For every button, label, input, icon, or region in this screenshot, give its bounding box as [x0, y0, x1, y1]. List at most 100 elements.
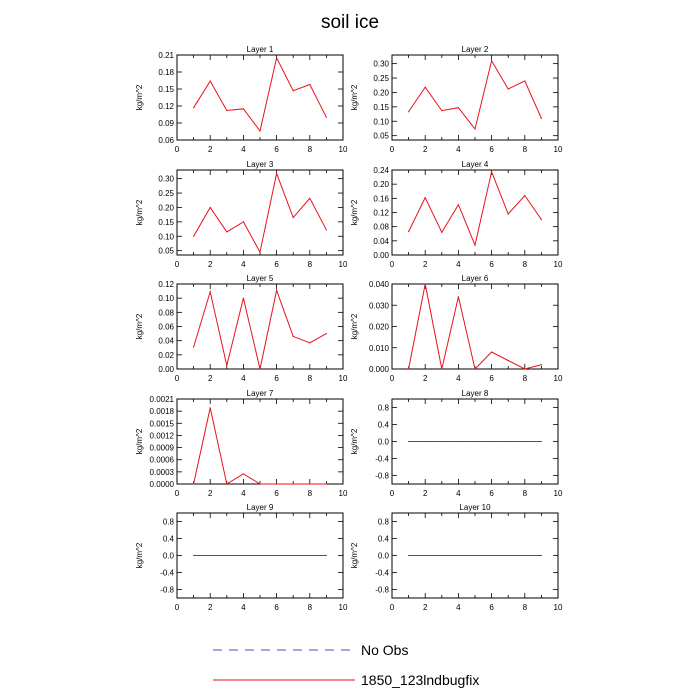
plot-frame — [176, 54, 344, 141]
data-point — [242, 221, 244, 223]
y-tick-label: 0.00 — [373, 251, 389, 260]
y-axis-label: kg/m^2 — [350, 313, 359, 339]
data-point — [259, 251, 261, 253]
data-point — [193, 107, 195, 109]
x-tick-label: 4 — [241, 145, 246, 154]
series-line — [408, 283, 542, 371]
panel-title: Layer 2 — [462, 45, 489, 54]
x-tick-label: 8 — [523, 489, 528, 498]
y-tick-label: 0.15 — [158, 85, 174, 94]
y-tick-label: 0.15 — [158, 218, 174, 227]
x-tick-label: 8 — [308, 145, 313, 154]
data-point — [441, 110, 443, 112]
x-tick-label: 8 — [308, 603, 313, 612]
x-tick-label: 8 — [523, 374, 528, 383]
x-tick-label: 0 — [175, 260, 180, 269]
data-point — [292, 483, 294, 485]
x-tick-label: 2 — [423, 603, 428, 612]
data-point — [474, 128, 476, 130]
plot-frame — [176, 283, 344, 370]
data-point — [276, 172, 278, 175]
data-point — [276, 289, 278, 291]
x-tick-label: 8 — [523, 145, 528, 154]
y-tick-label: 0.10 — [373, 117, 389, 126]
data-point — [524, 554, 526, 557]
data-point — [491, 171, 493, 173]
y-tick-label: 0.10 — [158, 232, 174, 241]
data-point — [441, 440, 443, 443]
x-tick-label: 6 — [274, 260, 279, 269]
panel-layer-9: Layer 9 kg/m^2 0 2 4 6 8 10 -0.8 -0.4 0.0 0.4 0.8 — [135, 503, 348, 612]
panel-title: Layer 6 — [462, 274, 489, 283]
y-tick-label: 0.18 — [158, 68, 174, 77]
panel-layer-8: Layer 8 kg/m^2 0 2 4 6 8 10 -0.8 -0.4 0.0 0.4 0.8 — [350, 389, 563, 498]
data-point — [226, 483, 228, 485]
data-point — [424, 283, 426, 285]
data-point — [408, 231, 410, 233]
data-point — [457, 107, 459, 109]
y-tick-label: 0.010 — [369, 344, 390, 353]
data-point — [226, 231, 228, 233]
data-point — [292, 216, 294, 219]
data-point — [325, 483, 327, 485]
y-tick-label: 0.08 — [158, 308, 174, 317]
legend-label-series: 1850_123lndbugfix — [361, 672, 479, 688]
x-tick-label: 10 — [554, 489, 563, 498]
data-point — [325, 332, 327, 335]
x-tick-label: 2 — [208, 374, 213, 383]
data-point — [309, 483, 311, 485]
y-tick-label: 0.30 — [373, 60, 389, 69]
y-axis-label: kg/m^2 — [135, 313, 144, 339]
x-tick-label: 8 — [308, 260, 313, 269]
y-tick-label: 0.8 — [163, 518, 175, 527]
y-tick-label: 0.8 — [378, 404, 390, 413]
y-tick-label: 0.16 — [373, 194, 389, 203]
panel-title: Layer 10 — [459, 503, 491, 512]
data-point — [540, 117, 543, 119]
data-point — [242, 297, 244, 299]
data-point — [209, 80, 211, 82]
data-point — [226, 109, 228, 112]
y-tick-label: -0.4 — [375, 455, 389, 464]
x-tick-label: 4 — [241, 374, 246, 383]
data-point — [309, 554, 311, 557]
data-point — [491, 440, 493, 443]
y-tick-label: 0.0 — [378, 552, 390, 561]
x-tick-label: 0 — [390, 489, 395, 498]
y-tick-label: 0.02 — [158, 351, 174, 360]
y-tick-label: 0.10 — [158, 294, 174, 303]
figure-title: soil ice — [321, 12, 379, 33]
x-tick-label: 6 — [274, 374, 279, 383]
x-tick-label: 4 — [456, 260, 461, 269]
panel-title: Layer 3 — [247, 160, 274, 169]
series-line — [193, 171, 327, 254]
x-tick-label: 6 — [489, 374, 494, 383]
x-tick-label: 2 — [208, 603, 213, 612]
y-tick-label: -0.8 — [375, 586, 389, 595]
data-point — [325, 554, 327, 557]
data-point — [540, 554, 543, 557]
data-point — [193, 483, 195, 485]
data-point — [259, 483, 261, 485]
y-axis-label: kg/m^2 — [350, 542, 359, 568]
plot-frame — [176, 169, 344, 256]
y-tick-label: 0.20 — [373, 180, 389, 189]
panel-title: Layer 5 — [247, 274, 274, 283]
data-point — [209, 206, 211, 209]
x-tick-label: 6 — [274, 145, 279, 154]
data-point — [408, 554, 410, 557]
x-tick-label: 2 — [423, 374, 428, 383]
y-tick-label: 0.05 — [373, 132, 389, 141]
panel-layer-1: Layer 1 kg/m^2 0 2 4 6 8 10 0.06 0.09 0.12 0.15 0.18… — [135, 45, 348, 154]
x-tick-label: 10 — [554, 145, 563, 154]
y-tick-label: 0.06 — [158, 323, 174, 332]
x-tick-label: 4 — [456, 374, 461, 383]
y-tick-label: 0.4 — [378, 535, 390, 544]
y-tick-label: 0.25 — [158, 189, 174, 198]
data-point — [540, 218, 543, 221]
panel-title: Layer 4 — [462, 160, 489, 169]
y-tick-label: 0.0 — [378, 438, 390, 447]
data-point — [441, 231, 443, 233]
data-point — [259, 130, 261, 132]
x-tick-label: 2 — [423, 489, 428, 498]
